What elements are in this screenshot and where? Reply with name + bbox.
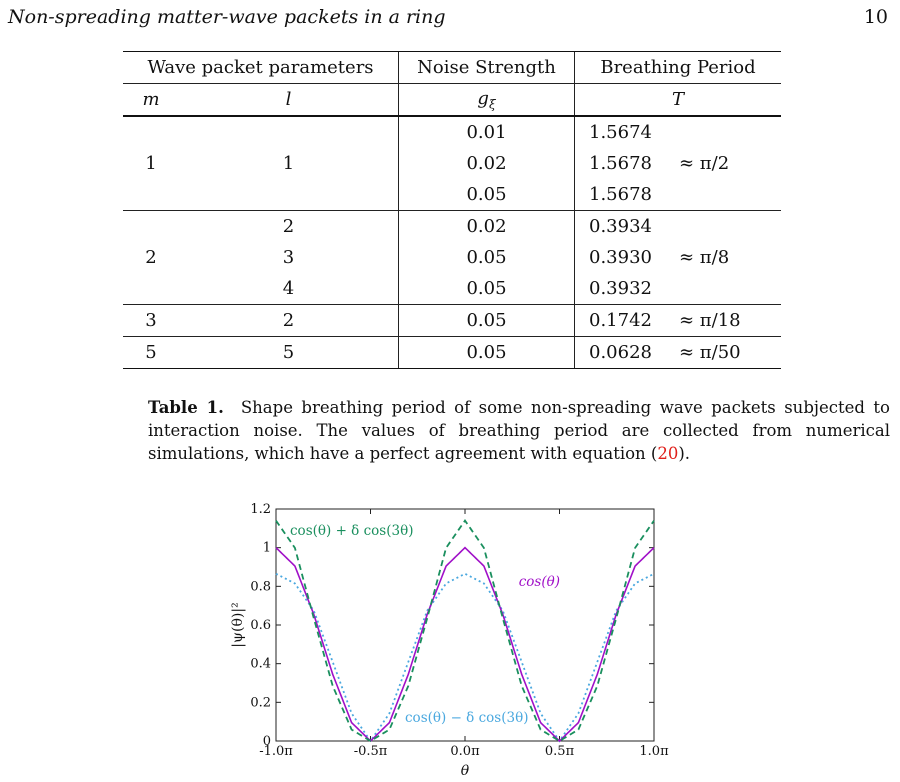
- cell-noise: 0.05: [398, 273, 575, 305]
- running-header-title: Non-spreading matter-wave packets in a r…: [8, 6, 446, 28]
- header-wave-packet-parameters: Wave packet parameters: [123, 51, 399, 84]
- series-line-dashed: [275, 519, 655, 743]
- y-tick-label: 0: [263, 734, 271, 749]
- y-tick-label: 0.2: [250, 695, 271, 710]
- period-approx: ≈ π/18: [679, 310, 741, 331]
- plot-frame: [275, 508, 655, 742]
- annotation-cos-minus-delta: cos(θ) − δ cos(3θ): [405, 710, 528, 726]
- equation-reference-link[interactable]: 20: [657, 444, 679, 463]
- cell-period: 0.3930 ≈ π/8: [574, 242, 781, 273]
- x-tick-label: 0.5π: [545, 744, 575, 759]
- cell-noise: 0.02: [398, 210, 575, 242]
- series-line-solid: [275, 546, 655, 743]
- cell-period: 1.5678: [574, 179, 781, 211]
- breathing-period-table: Wave packet parameters Noise Strength Br…: [123, 51, 781, 369]
- table-row: 3 2 0.05 0.1742 ≈ π/18: [123, 304, 781, 337]
- annotation-cos: cos(θ): [519, 574, 560, 590]
- subheader-t: T: [574, 83, 781, 116]
- xi-subscript: ξ: [488, 97, 496, 112]
- annotation-cos-plus-delta: cos(θ) + δ cos(3θ): [290, 523, 413, 539]
- cell-l: 5: [179, 336, 399, 369]
- cell-m: 1: [123, 115, 179, 211]
- table-row: 2 2 0.02 0.3934: [123, 210, 781, 305]
- period-value: 0.3930: [589, 247, 652, 268]
- cell-l: 1: [282, 153, 295, 174]
- period-approx: ≈ π/8: [679, 247, 730, 268]
- cell-noise: 0.05: [398, 179, 575, 211]
- period-value: 0.0628: [589, 342, 652, 363]
- y-tick-label: 0.6: [250, 618, 271, 633]
- page-number: 10: [863, 6, 888, 28]
- cell-period: 0.3934: [574, 210, 781, 242]
- cell-period: 0.3932: [574, 273, 781, 305]
- cell-l: 2: [179, 304, 399, 337]
- table-row: 1 0.02 1.5678 ≈ π/2: [123, 148, 781, 179]
- subheader-g-xi: gξ: [398, 83, 575, 116]
- cell-period: 1.5678 ≈ π/2: [574, 148, 781, 179]
- g-symbol: g: [477, 87, 489, 109]
- period-value: 0.3934: [589, 216, 652, 237]
- table-row: 0.05 1.5678: [123, 179, 781, 211]
- y-tick-label: 0.4: [250, 657, 271, 672]
- period-value: 1.5678: [589, 184, 652, 205]
- period-value: 0.3932: [589, 278, 652, 299]
- period-value: 1.5678: [589, 153, 652, 174]
- x-tick-label: 1.0π: [639, 744, 669, 759]
- subheader-m: m: [123, 83, 179, 116]
- table-caption: Table 1. Shape breathing period of some …: [148, 396, 890, 465]
- y-tick-label: 0.8: [250, 579, 271, 594]
- cell-period: 1.5674: [574, 115, 781, 148]
- table-row: 1 0.01 1.5674: [123, 115, 781, 211]
- period-value: 0.1742: [589, 310, 652, 331]
- table-row: 4 0.05 0.3932: [123, 273, 781, 305]
- table-row: 3 0.05 0.3930 ≈ π/8: [123, 242, 781, 273]
- x-axis-label: θ: [461, 763, 470, 779]
- cell-period: 0.0628 ≈ π/50: [574, 336, 781, 369]
- cell-m: 5: [123, 336, 179, 369]
- x-tick-label: 0.0π: [450, 744, 480, 759]
- y-tick-label: 1.2: [250, 502, 271, 517]
- cell-noise: 0.05: [398, 304, 575, 337]
- cell-period: 0.1742 ≈ π/18: [574, 304, 781, 337]
- series-line-dotted: [275, 572, 655, 743]
- cell-l: 3: [282, 247, 295, 268]
- table-row: 5 5 0.05 0.0628 ≈ π/50: [123, 336, 781, 369]
- cell-noise: 0.05: [398, 242, 575, 273]
- cell-noise: 0.05: [398, 336, 575, 369]
- header-breathing-period: Breathing Period: [574, 51, 781, 84]
- cell-l: [179, 115, 399, 148]
- caption-text: Shape breathing period of some non-sprea…: [148, 398, 890, 463]
- caption-tail: ).: [678, 444, 691, 463]
- caption-label: Table 1.: [148, 398, 224, 417]
- cell-m: 3: [123, 304, 179, 337]
- period-value: 1.5674: [589, 122, 652, 143]
- y-axis-label: |ψ(θ)|²: [230, 602, 246, 647]
- x-tick-label: -1.0π: [259, 744, 293, 759]
- cell-l: 2: [179, 210, 399, 242]
- subheader-l: l: [179, 83, 399, 116]
- x-tick-label: -0.5π: [354, 744, 388, 759]
- table-subheader-row: m l gξ T: [123, 83, 781, 116]
- header-noise-strength: Noise Strength: [398, 51, 575, 84]
- cell-l: 4: [282, 278, 295, 299]
- cell-m: 2: [123, 210, 179, 305]
- y-tick-label: 1: [263, 541, 271, 556]
- cell-noise: 0.01: [398, 115, 575, 148]
- period-approx: ≈ π/50: [679, 342, 741, 363]
- period-approx: ≈ π/2: [679, 153, 730, 174]
- table-header-row: Wave packet parameters Noise Strength Br…: [123, 51, 781, 84]
- cell-noise: 0.02: [398, 148, 575, 179]
